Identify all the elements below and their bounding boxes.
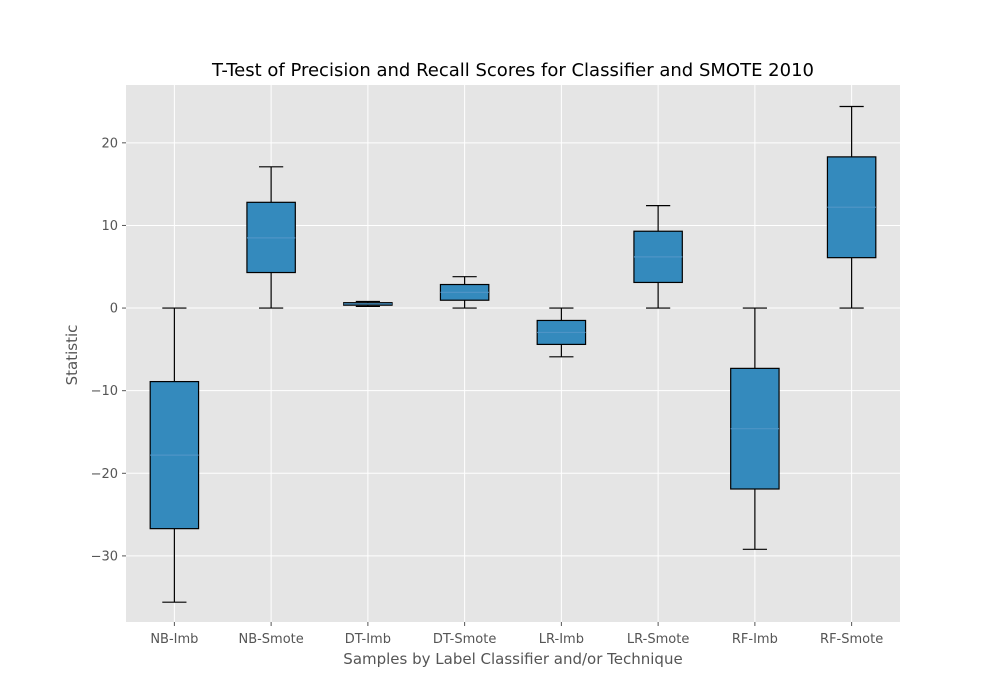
x-tick-label: RF-Imb (732, 632, 778, 647)
box-lr-imb (536, 307, 587, 358)
y-tick-label: −30 (91, 549, 118, 564)
x-tick-label: RF-Smote (820, 632, 883, 647)
plot-area (126, 85, 900, 622)
y-tick-label: 20 (101, 136, 118, 151)
box-nb-smote (246, 166, 296, 309)
y-tick-label: −10 (91, 384, 118, 399)
chart-title: T-Test of Precision and Recall Scores fo… (211, 60, 814, 81)
box-dt-imb (343, 300, 393, 308)
y-tick-label: −20 (91, 467, 118, 482)
box-nb-imb (149, 307, 200, 603)
box-rf-imb (730, 307, 780, 550)
x-tick-label: NB-Smote (238, 632, 303, 647)
x-tick-label: LR-Imb (539, 632, 584, 647)
x-axis-label: Samples by Label Classifier and/or Techn… (343, 650, 682, 668)
x-tick-label: DT-Smote (433, 632, 496, 647)
box-rf-smote (826, 105, 877, 309)
y-tick-label: 0 (110, 302, 118, 317)
box-dt-smote (439, 276, 490, 309)
box-lr-smote (633, 205, 683, 309)
y-tick-label: 10 (101, 219, 118, 234)
box-layer (149, 105, 877, 603)
tick-layer: −30 −20 −10 0 10 20 NB-Imb NB-Smote DT-Imb DT-Smo… (91, 136, 884, 647)
x-tick-label: NB-Imb (150, 632, 198, 647)
y-axis-label: Statistic (63, 325, 81, 386)
x-tick-label: DT-Imb (345, 632, 391, 647)
x-tick-label: LR-Smote (627, 632, 689, 647)
